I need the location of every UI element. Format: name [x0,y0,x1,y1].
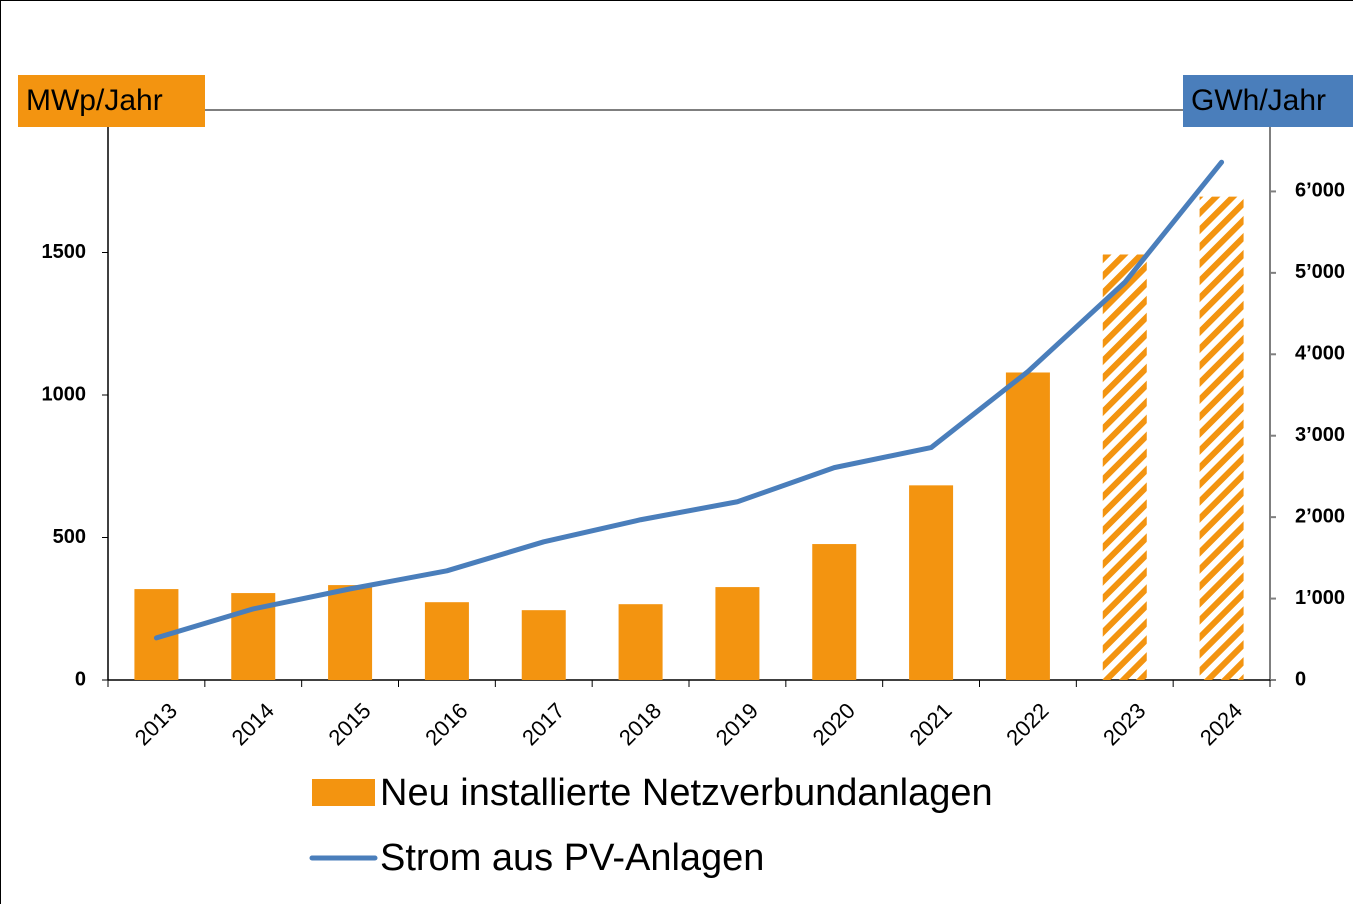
x-tick-label: 2018 [614,698,666,750]
x-tick-label: 2016 [420,698,472,750]
bar [1005,372,1050,680]
y-tick-label: 1000 [42,383,87,405]
x-tick-label: 2019 [711,698,763,750]
y2-tick-label: 3’000 [1295,424,1345,446]
x-tick-label: 2023 [1098,698,1150,750]
x-tick-label: 2021 [904,698,956,750]
bar [1199,196,1244,680]
y2-tick-label: 1’000 [1295,587,1345,609]
bar [812,544,857,680]
x-tick-label: 2015 [323,698,375,750]
x-tick-label: 2022 [1001,698,1053,750]
y2-unit-box [1183,75,1353,127]
y2-axis-label: GWh/Jahr [1191,84,1326,117]
y-tick-label: 500 [53,526,86,548]
y2-tick-label: 0 [1295,668,1306,690]
bar [618,604,663,680]
y2-tick-label: 5’000 [1295,261,1345,283]
y2-tick-label: 6’000 [1295,180,1345,202]
y2-tick-label: 4’000 [1295,343,1345,365]
bar [909,485,954,680]
y-tick-label: 1500 [42,241,87,263]
y2-tick-label: 2’000 [1295,505,1345,527]
x-tick-label: 2020 [808,698,860,750]
bar [1102,254,1147,680]
y-unit-box [18,75,205,127]
legend-swatch [312,779,375,806]
x-tick-label: 2017 [517,698,569,750]
legend-label: Strom aus PV-Anlagen [380,837,764,879]
bar [521,610,566,680]
bar [715,587,760,680]
y-tick-label: 0 [75,668,86,690]
line [153,159,1225,641]
x-tick-label: 2013 [130,698,182,750]
legend-label: Neu installierte Netzverbundanlagen [380,772,993,814]
bar [424,602,469,680]
y-axis-label: MWp/Jahr [26,84,163,117]
bar [328,585,373,680]
x-tick-label: 2024 [1195,698,1247,750]
x-tick-label: 2014 [227,698,279,750]
